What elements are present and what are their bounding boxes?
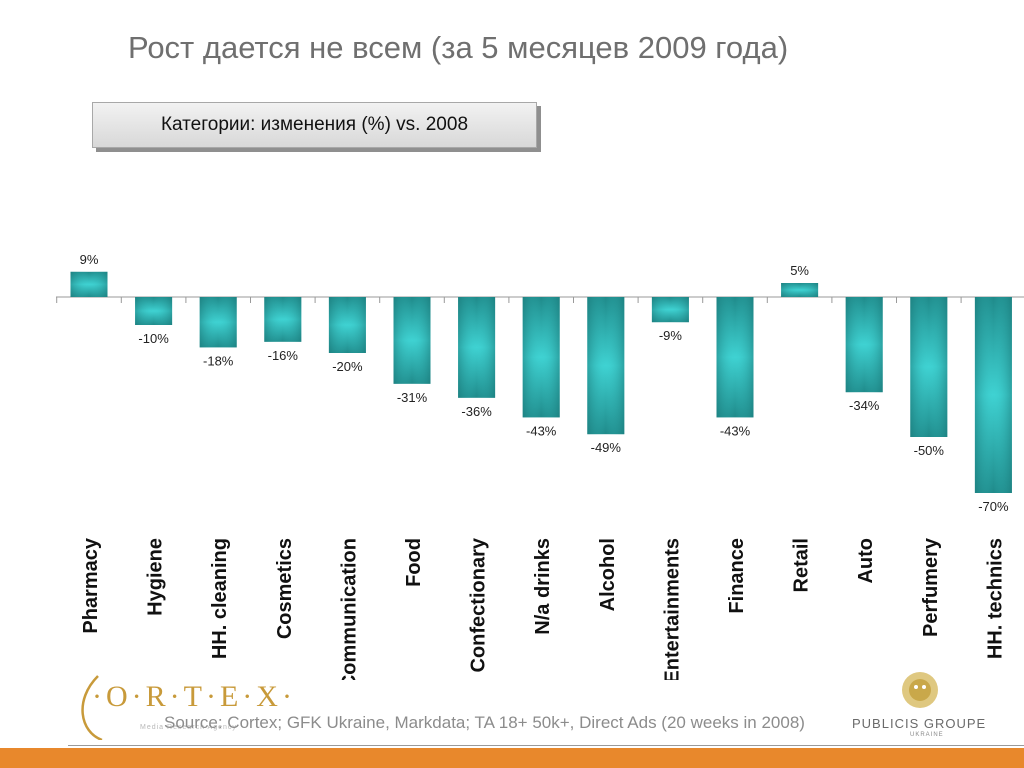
bar-shading bbox=[910, 297, 948, 437]
data-label: -18% bbox=[203, 353, 234, 368]
data-label: 5% bbox=[790, 263, 809, 278]
category-label: Hygiene bbox=[145, 538, 167, 616]
category-label: Entertainments bbox=[661, 538, 683, 680]
category-label: HH. technics bbox=[984, 538, 1006, 659]
source-note: Source: Cortex; GFK Ukraine, Markdata; T… bbox=[164, 713, 805, 732]
bars-layer: 9% Pharmacy -10% Hygiene -18% HH. cleaning -16… bbox=[56, 252, 1012, 680]
bar-shading bbox=[974, 297, 1012, 493]
data-label: -36% bbox=[461, 404, 492, 419]
data-label: -34% bbox=[849, 398, 880, 413]
cortex-tagline: Media Research Agency bbox=[140, 724, 237, 731]
category-label: Finance bbox=[726, 538, 748, 614]
data-label: -43% bbox=[526, 423, 557, 438]
category-label: Retail bbox=[791, 538, 813, 592]
publicis-logo-text: PUBLICIS GROUPE bbox=[852, 716, 987, 731]
data-label: 9% bbox=[80, 252, 99, 267]
category-label: Pharmacy bbox=[80, 537, 102, 633]
lion-emblem-icon bbox=[902, 672, 938, 708]
publicis-logo-sub: UKRAINE bbox=[910, 732, 944, 738]
bar-shading bbox=[587, 297, 625, 435]
category-label: Perfumery bbox=[920, 537, 942, 637]
data-label: -43% bbox=[720, 423, 751, 438]
bar-shading bbox=[458, 297, 496, 398]
subtitle-text: Категории: изменения (%) vs. 2008 bbox=[160, 114, 469, 135]
bar-shading bbox=[522, 297, 560, 418]
bar-shading bbox=[70, 271, 108, 297]
cortex-logo: ·O·R·T·E·X· Media Research Agency bbox=[80, 670, 292, 740]
footer-band bbox=[0, 748, 1024, 768]
slide-title: Рост дается не всем (за 5 месяцев 2009 г… bbox=[128, 30, 789, 65]
cortex-arc-icon bbox=[81, 675, 103, 740]
bar-shading bbox=[264, 297, 302, 342]
bar-shading bbox=[716, 297, 754, 418]
bar-shading bbox=[393, 297, 431, 384]
data-label: -31% bbox=[397, 390, 428, 405]
category-label: N/a drinks bbox=[532, 538, 554, 635]
category-label: Alcohol bbox=[597, 538, 619, 611]
category-label: Food bbox=[403, 538, 425, 587]
bar-shading bbox=[328, 297, 366, 353]
data-label: -10% bbox=[138, 331, 169, 346]
data-label: -50% bbox=[914, 443, 945, 458]
publicis-groupe-logo: PUBLICIS GROUPE UKRAINE bbox=[850, 668, 1000, 743]
category-label: Confectionary bbox=[468, 537, 490, 672]
cortex-logo-text: ·O·R·T·E·X· bbox=[92, 680, 296, 713]
subtitle-box: Категории: изменения (%) vs. 2008 bbox=[92, 102, 537, 148]
bar-shading bbox=[845, 297, 883, 393]
data-label: -49% bbox=[591, 440, 622, 455]
bar-shading bbox=[651, 297, 689, 323]
category-label: HH. cleaning bbox=[209, 538, 231, 659]
category-label: Cosmetics bbox=[274, 538, 296, 639]
category-label: Auto bbox=[855, 538, 877, 584]
bar-shading bbox=[781, 283, 819, 297]
footer-divider bbox=[68, 745, 1024, 746]
data-label: -20% bbox=[332, 359, 363, 374]
bar-chart: 9% Pharmacy -10% Hygiene -18% HH. cleaning -16… bbox=[56, 252, 1024, 680]
category-label: Communication bbox=[338, 538, 360, 680]
data-label: -9% bbox=[659, 328, 683, 343]
data-label: -70% bbox=[978, 499, 1009, 514]
data-label: -16% bbox=[268, 348, 299, 363]
bar-shading bbox=[135, 297, 173, 325]
bar-shading bbox=[199, 297, 237, 348]
